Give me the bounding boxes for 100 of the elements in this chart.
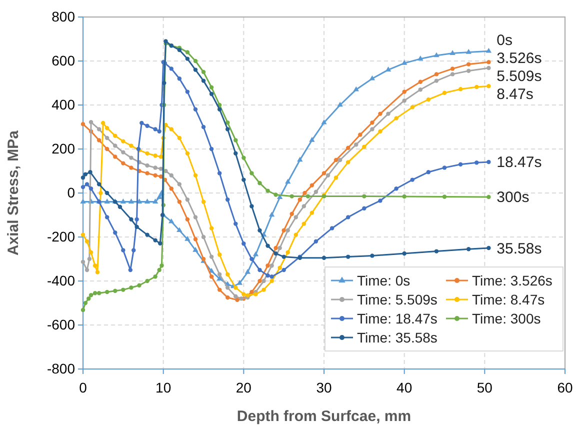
- point: [88, 186, 94, 191]
- point: [96, 127, 102, 132]
- point: [294, 215, 298, 220]
- point: [87, 256, 92, 262]
- point: [129, 166, 134, 170]
- point: [129, 285, 134, 290]
- point: [486, 84, 491, 88]
- point: [217, 252, 222, 257]
- point: [362, 194, 366, 198]
- point: [158, 241, 162, 246]
- point: [370, 127, 374, 132]
- point: [193, 68, 198, 72]
- point: [225, 285, 230, 290]
- point: [134, 217, 139, 222]
- point: [242, 156, 246, 160]
- point: [334, 175, 338, 180]
- point: [80, 232, 86, 237]
- point: [285, 178, 291, 184]
- point: [157, 129, 162, 134]
- point: [169, 173, 174, 178]
- point: [177, 200, 182, 204]
- point: [266, 188, 270, 193]
- point: [362, 144, 366, 149]
- point: [185, 56, 190, 61]
- point: [442, 194, 447, 199]
- point: [486, 246, 491, 250]
- annotation: 35.58s: [496, 240, 542, 258]
- y-tick-label: -600: [46, 316, 76, 332]
- point: [184, 236, 190, 241]
- point: [434, 72, 439, 76]
- point: [80, 260, 86, 264]
- point: [169, 66, 174, 71]
- point: [113, 134, 118, 138]
- point: [177, 136, 182, 140]
- point: [274, 192, 278, 197]
- point: [128, 198, 134, 204]
- point: [104, 126, 110, 130]
- point: [153, 274, 158, 279]
- point: [278, 246, 282, 250]
- point: [322, 171, 326, 176]
- point: [152, 198, 158, 204]
- point: [346, 215, 350, 220]
- point: [80, 308, 86, 312]
- point: [225, 272, 230, 277]
- legend-label: Time: 0s: [357, 272, 410, 288]
- point: [209, 92, 214, 96]
- point: [104, 146, 110, 152]
- y-tick-label: 0: [67, 184, 76, 200]
- point: [86, 296, 91, 301]
- point: [96, 290, 102, 296]
- point: [121, 150, 126, 154]
- point: [201, 124, 206, 130]
- point: [486, 160, 491, 164]
- point: [250, 256, 254, 262]
- point: [270, 263, 274, 268]
- point: [298, 197, 302, 202]
- point: [217, 171, 222, 176]
- point: [113, 144, 118, 148]
- point: [104, 136, 110, 140]
- y-tick-label: 200: [52, 140, 76, 156]
- point: [185, 50, 190, 54]
- point: [84, 268, 90, 272]
- y-tick-label: 800: [52, 8, 76, 24]
- point: [201, 78, 206, 83]
- point: [201, 234, 206, 240]
- point: [145, 151, 150, 156]
- point: [314, 239, 318, 244]
- point: [282, 268, 286, 272]
- point: [426, 170, 431, 174]
- point: [121, 248, 126, 252]
- point: [334, 158, 338, 162]
- point: [268, 212, 275, 217]
- point: [402, 98, 406, 103]
- point: [129, 156, 134, 160]
- point: [162, 80, 166, 86]
- point: [121, 288, 126, 292]
- point: [326, 173, 330, 178]
- point: [346, 160, 350, 164]
- point: [418, 56, 424, 60]
- point: [153, 127, 158, 132]
- point: [266, 273, 270, 278]
- point: [410, 105, 414, 110]
- y-tick-label: -400: [46, 272, 76, 288]
- x-tick-label: 30: [316, 379, 332, 396]
- point: [442, 90, 447, 96]
- point: [246, 293, 250, 298]
- point: [216, 276, 222, 280]
- point: [286, 250, 290, 255]
- point: [309, 136, 315, 142]
- x-tick-label: 20: [236, 379, 252, 396]
- point: [80, 122, 86, 126]
- point: [258, 278, 262, 284]
- point: [358, 132, 362, 137]
- point: [235, 298, 240, 302]
- point: [176, 227, 182, 232]
- point: [278, 266, 282, 270]
- point: [458, 162, 463, 167]
- point: [286, 228, 290, 233]
- point: [378, 112, 382, 116]
- point: [100, 120, 106, 126]
